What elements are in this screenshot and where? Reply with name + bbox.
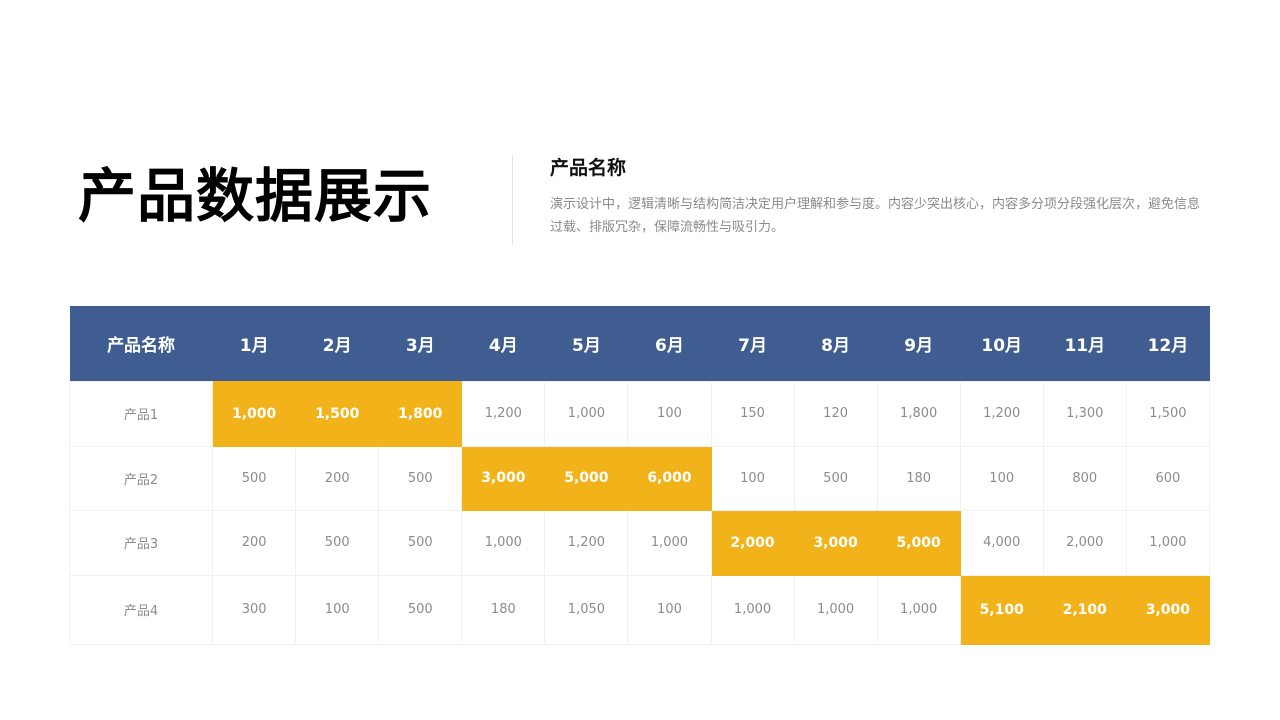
value-cell: 2,000	[1042, 509, 1127, 576]
value-cell: 1,000	[461, 509, 546, 576]
product-name-cell: 产品3	[68, 509, 214, 576]
value-cell: 1,200	[959, 380, 1044, 447]
header-month: 5月	[571, 335, 601, 356]
highlighted-value-cell: 5,100	[959, 574, 1044, 645]
highlighted-value-cell: 2,100	[1042, 574, 1127, 645]
highlighted-value-cell: 1,000	[212, 380, 297, 447]
header-month: 7月	[738, 335, 767, 356]
product-name-cell: 产品4	[68, 574, 214, 645]
value-cell: 500	[295, 509, 380, 576]
value-cell: 1,200	[461, 380, 546, 447]
highlighted-value-cell: 5,000	[876, 509, 961, 576]
value-cell: 100	[710, 445, 795, 511]
header-month: 4月	[488, 335, 518, 356]
header-month: 3月	[405, 335, 435, 356]
table-row: 产品3 200 500 500 1,000 1,200 1,000 2,000 …	[68, 509, 1211, 576]
vertical-divider	[512, 156, 513, 244]
value-cell: 1,050	[544, 574, 629, 645]
header-month: 9月	[904, 335, 934, 356]
value-cell: 1,200	[544, 509, 629, 576]
value-cell: 1,000	[710, 574, 795, 645]
value-cell: 100	[627, 574, 712, 645]
value-cell: 500	[378, 509, 463, 576]
header-month: 2月	[322, 335, 352, 356]
highlighted-value-cell: 3,000	[461, 445, 546, 511]
value-cell: 1,000	[544, 380, 629, 447]
highlighted-value-cell: 1,500	[295, 380, 380, 447]
table-header-row: 产品名称 1月 2月 3月 4月 5月 6月 7月 8月 9月 10月 11月 …	[69, 306, 1210, 381]
header-month: 8月	[821, 335, 851, 356]
header-month: 10月	[981, 335, 1023, 356]
product-data-table: 产品名称 1月 2月 3月 4月 5月 6月 7月 8月 9月 10月 11月 …	[68, 306, 1211, 645]
highlighted-value-cell: 2,000	[710, 509, 795, 576]
highlighted-value-cell: 3,000	[1125, 574, 1211, 645]
header-month: 6月	[655, 335, 684, 356]
value-cell: 200	[212, 509, 297, 576]
product-name-cell: 产品1	[68, 380, 214, 447]
value-cell: 500	[378, 574, 463, 645]
value-cell: 200	[295, 445, 380, 511]
highlighted-value-cell: 6,000	[627, 445, 712, 511]
highlighted-value-cell: 5,000	[544, 445, 629, 511]
value-cell: 1,000	[876, 574, 961, 645]
value-cell: 4,000	[959, 509, 1044, 576]
table-row: 产品1 1,000 1,500 1,800 1,200 1,000 100 15…	[68, 380, 1211, 447]
section-description: 演示设计中，逻辑清晰与结构简洁决定用户理解和参与度。内容少突出核心，内容多分项分…	[550, 197, 1201, 235]
page-title: 产品数据展示	[78, 162, 433, 230]
value-cell: 180	[461, 574, 546, 645]
value-cell: 500	[212, 445, 297, 511]
value-cell: 180	[876, 445, 961, 511]
value-cell: 1,500	[1125, 380, 1211, 447]
value-cell: 1,000	[1125, 509, 1211, 576]
value-cell: 150	[710, 380, 795, 447]
value-cell: 100	[295, 574, 380, 645]
value-cell: 800	[1042, 445, 1127, 511]
header-month: 1月	[239, 335, 269, 356]
header-month: 12月	[1147, 335, 1189, 356]
value-cell: 600	[1125, 445, 1211, 511]
value-cell: 500	[793, 445, 878, 511]
highlighted-value-cell: 3,000	[793, 509, 878, 576]
value-cell: 1,000	[627, 509, 712, 576]
highlighted-value-cell: 1,800	[378, 380, 463, 447]
table-row: 产品4 300 100 500 180 1,050 100 1,000 1,00…	[68, 574, 1211, 645]
product-name-cell: 产品2	[68, 445, 214, 511]
section-subtitle: 产品名称	[550, 157, 627, 179]
value-cell: 100	[627, 380, 712, 447]
value-cell: 300	[212, 574, 297, 645]
header-product-name: 产品名称	[107, 335, 176, 356]
value-cell: 120	[793, 380, 878, 447]
header-month: 11月	[1064, 335, 1106, 356]
value-cell: 100	[959, 445, 1044, 511]
value-cell: 1,800	[876, 380, 961, 447]
value-cell: 1,000	[793, 574, 878, 645]
value-cell: 1,300	[1042, 380, 1127, 447]
value-cell: 500	[378, 445, 463, 511]
table-row: 产品2 500 200 500 3,000 5,000 6,000 100 50…	[68, 445, 1211, 511]
